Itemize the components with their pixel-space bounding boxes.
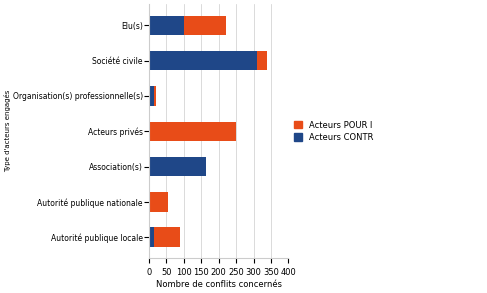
Y-axis label: Type d'acteurs engagés: Type d'acteurs engagés — [4, 90, 11, 173]
Bar — [149, 51, 257, 70]
Bar — [257, 51, 267, 70]
X-axis label: Nombre de conflits concernés: Nombre de conflits concernés — [156, 280, 281, 289]
Bar — [149, 227, 154, 247]
Bar — [149, 16, 184, 35]
Bar — [154, 227, 180, 247]
Bar — [149, 122, 236, 141]
Bar — [154, 86, 156, 106]
Bar — [184, 16, 225, 35]
Bar — [149, 86, 154, 106]
Bar — [149, 157, 206, 176]
Bar — [149, 192, 168, 212]
Legend: Acteurs POUR l, Acteurs CONTR: Acteurs POUR l, Acteurs CONTR — [294, 121, 374, 142]
